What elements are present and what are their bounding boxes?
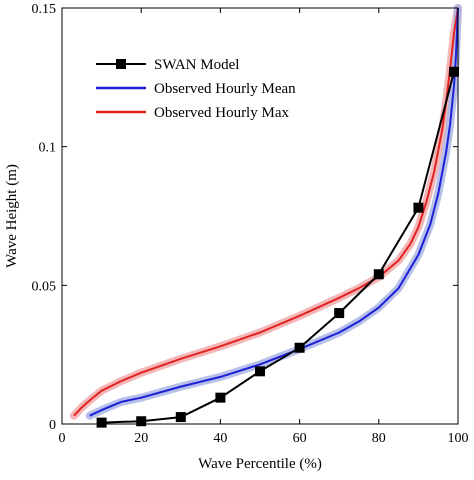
legend-label-observed-hourly-mean: Observed Hourly Mean <box>154 81 296 97</box>
x-tick-label-80: 80 <box>372 431 386 446</box>
y-tick-label-2: 0.1 <box>39 141 57 156</box>
point-swan-model-30 <box>175 412 186 423</box>
legend-label-swan-model: SWAN Model <box>154 57 239 73</box>
y-tick-label-0: 0 <box>49 418 56 433</box>
series-lines <box>73 7 459 424</box>
x-axis-title: Wave Percentile (%) <box>198 456 322 472</box>
legend-marker-swan-model <box>116 59 126 69</box>
y-axis-title: Wave Height (m) <box>4 164 20 268</box>
x-tick-label-0: 0 <box>59 431 66 446</box>
point-swan-model-60 <box>294 342 305 353</box>
legend-item-observed-hourly-mean: Observed Hourly Mean <box>96 81 296 97</box>
plot-frame <box>61 7 459 425</box>
x-tick-label-20: 20 <box>134 431 148 446</box>
x-tick-label-100: 100 <box>448 431 469 446</box>
line-observed-hourly-mean <box>89 7 459 417</box>
point-swan-model-50 <box>255 366 265 377</box>
y-tick-label-1: 0.05 <box>32 279 57 294</box>
band-observed-hourly-mean <box>85 4 462 420</box>
point-swan-model-10 <box>96 417 107 428</box>
legend: SWAN Model Observed Hourly Mean Observed… <box>96 57 296 121</box>
line-swan-model <box>101 71 455 424</box>
point-swan-model-70 <box>334 308 345 319</box>
x-tick-label-60: 60 <box>293 431 307 446</box>
legend-item-observed-hourly-max: Observed Hourly Max <box>96 105 289 121</box>
point-swan-model-40 <box>215 392 226 403</box>
line-observed-hourly-max <box>73 7 459 417</box>
legend-item-swan-model: SWAN Model <box>96 57 239 73</box>
x-tick-label-40: 40 <box>213 431 227 446</box>
y-tick-label-3: 0.15 <box>32 2 57 17</box>
uncertainty-bands <box>69 4 462 420</box>
axis-ticks: 0 20 40 60 80 100 0 0.05 0.1 0.15 <box>32 2 469 446</box>
band-observed-hourly-max <box>69 4 462 420</box>
point-swan-model-90 <box>413 202 424 213</box>
legend-label-observed-hourly-max: Observed Hourly Max <box>154 105 289 121</box>
point-swan-model-80 <box>373 269 384 280</box>
point-swan-model-99 <box>449 66 460 77</box>
